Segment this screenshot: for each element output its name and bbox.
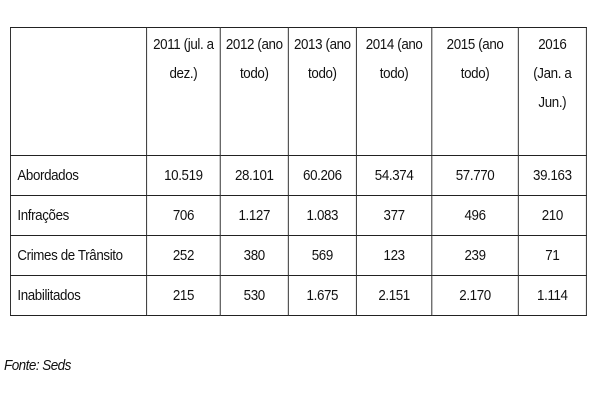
column-header-line: 2013 (ano [293, 37, 351, 53]
table-cell: 496 [431, 195, 519, 236]
table-cell: 1.675 [287, 275, 357, 316]
table-cell: 239 [431, 235, 519, 276]
table-row-crimes-de-transito: Crimes de Trânsito 252 380 569 123 239 7… [10, 235, 587, 276]
column-header-line: dez.) [169, 66, 198, 82]
column-header-2011: 2011 (jul. a dez.) [146, 27, 221, 156]
table-cell: 530 [219, 275, 289, 316]
column-header-2016: 2016 (Jan. a Jun.) [517, 27, 587, 156]
table-cell: 1.083 [287, 195, 357, 236]
table-cell: 60.206 [287, 155, 357, 196]
header-row: 2011 (jul. a dez.) 2012 (ano todo) 2013 … [10, 27, 587, 156]
table-cell: 2.170 [431, 275, 519, 316]
table-row-inabilitados: Inabilitados 215 530 1.675 2.151 2.170 1… [10, 275, 587, 316]
table-cell: 123 [355, 235, 433, 276]
table-cell: 28.101 [219, 155, 289, 196]
column-header-2015: 2015 (ano todo) [431, 27, 519, 156]
column-header-line: 2014 (ano [365, 37, 423, 53]
table-cell: 1.127 [219, 195, 289, 236]
table-cell: 2.151 [355, 275, 433, 316]
column-header-line: 2012 (ano [225, 37, 283, 53]
source-caption: Fonte: Seds [4, 357, 71, 374]
table-cell: 54.374 [355, 155, 433, 196]
row-label: Abordados [10, 155, 148, 196]
table-row-abordados: Abordados 10.519 28.101 60.206 54.374 57… [10, 155, 587, 196]
header-corner-cell [10, 27, 148, 156]
table-cell: 706 [146, 195, 221, 236]
table-cell: 377 [355, 195, 433, 236]
table-cell: 380 [219, 235, 289, 276]
table-cell: 71 [517, 235, 587, 276]
row-label: Crimes de Trânsito [10, 235, 148, 276]
column-header-2013: 2013 (ano todo) [287, 27, 357, 156]
table-row-infracoes: Infrações 706 1.127 1.083 377 496 210 [10, 195, 587, 236]
table-cell: 10.519 [146, 155, 221, 196]
column-header-line: Jun.) [538, 95, 567, 111]
table-cell: 215 [146, 275, 221, 316]
row-label: Inabilitados [10, 275, 148, 316]
column-header-2014: 2014 (ano todo) [355, 27, 433, 156]
column-header-line: todo) [239, 66, 269, 82]
table-cell: 569 [287, 235, 357, 276]
column-header-line: todo) [379, 66, 409, 82]
traffic-statistics-table: 2011 (jul. a dez.) 2012 (ano todo) 2013 … [10, 27, 587, 316]
table-cell: 57.770 [431, 155, 519, 196]
column-header-2012: 2012 (ano todo) [219, 27, 289, 156]
column-header-line: (Jan. a [533, 66, 572, 82]
table-cell: 252 [146, 235, 221, 276]
table-cell: 1.114 [517, 275, 587, 316]
column-header-line: 2011 (jul. a [153, 37, 214, 53]
column-header-line: 2015 (ano [446, 37, 504, 53]
statistics-table-container: 2011 (jul. a dez.) 2012 (ano todo) 2013 … [10, 27, 587, 316]
column-header-line: 2016 [538, 37, 567, 53]
table-cell: 210 [517, 195, 587, 236]
table-header: 2011 (jul. a dez.) 2012 (ano todo) 2013 … [10, 27, 587, 156]
column-header-line: todo) [308, 66, 337, 82]
row-label: Infrações [10, 195, 148, 236]
table-cell: 39.163 [517, 155, 587, 196]
table-body: Abordados 10.519 28.101 60.206 54.374 57… [10, 155, 587, 316]
column-header-line: todo) [460, 66, 490, 82]
